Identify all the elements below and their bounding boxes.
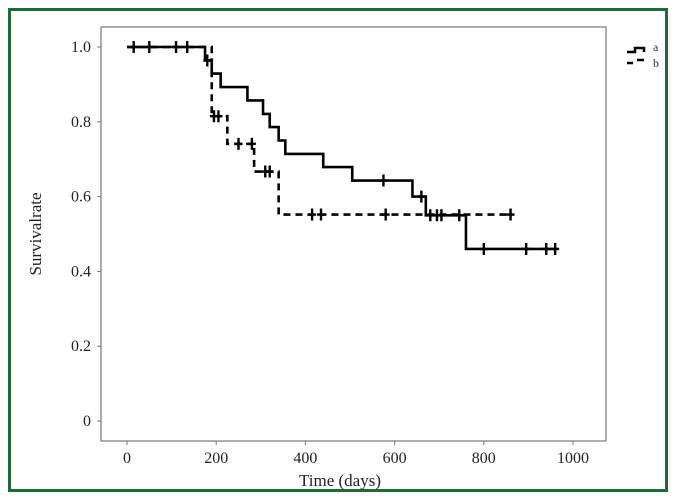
y-tick-label: 0.6 xyxy=(71,189,91,206)
legend-solid-line-icon xyxy=(627,46,646,54)
x-tick-label: 600 xyxy=(383,450,407,467)
censor-mark-b xyxy=(381,208,390,221)
y-tick-label: 0.8 xyxy=(71,114,91,131)
censor-mark-a xyxy=(542,242,551,255)
censor-mark-b xyxy=(265,165,274,178)
censor-mark-a xyxy=(203,54,212,67)
censor-mark-b xyxy=(234,137,243,150)
y-tick-label: 0 xyxy=(83,413,91,430)
censor-mark-a xyxy=(417,190,426,203)
censor-mark-b xyxy=(308,208,317,221)
y-axis: 0 0.2 0.4 0.6 0.8 1.0 xyxy=(71,39,101,430)
x-tick-label: 0 xyxy=(123,450,131,467)
censor-mark-a xyxy=(551,242,560,255)
legend-dashed-line-icon xyxy=(627,58,644,65)
legend-label-a: a xyxy=(653,40,659,54)
x-tick-label: 800 xyxy=(472,450,496,467)
y-tick-label: 1.0 xyxy=(71,39,91,56)
x-axis-title: Time (days) xyxy=(299,471,381,490)
survival-curves xyxy=(127,41,560,255)
legend-item-a: a xyxy=(627,40,659,54)
censor-mark-a xyxy=(479,242,488,255)
legend-label-b: b xyxy=(653,56,659,70)
y-tick-label: 0.4 xyxy=(71,263,91,280)
legend-item-b: b xyxy=(627,56,659,70)
x-tick-label: 1000 xyxy=(557,450,589,467)
x-tick-label: 400 xyxy=(293,450,317,467)
x-tick-label: 200 xyxy=(204,450,228,467)
y-axis-title: Survivalrate xyxy=(26,192,45,275)
censor-mark-b xyxy=(506,208,515,221)
censor-mark-b xyxy=(214,110,223,123)
y-tick-label: 0.2 xyxy=(71,338,91,355)
censor-mark-a xyxy=(379,174,388,187)
x-axis: 0 200 400 600 800 1000 xyxy=(123,441,589,467)
censor-mark-b xyxy=(247,137,256,150)
censor-mark-a xyxy=(522,242,531,255)
legend: a b xyxy=(627,40,659,70)
plot-border xyxy=(100,26,607,442)
plot-area xyxy=(100,26,607,442)
censor-mark-b xyxy=(317,208,326,221)
